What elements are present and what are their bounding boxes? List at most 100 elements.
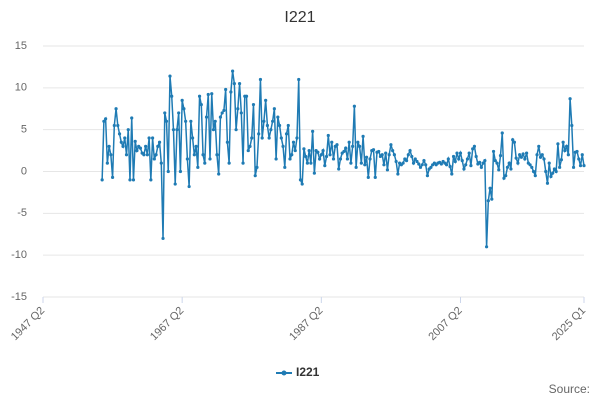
point xyxy=(538,155,543,159)
y-tick-label: 10 xyxy=(15,82,27,94)
point xyxy=(177,111,181,115)
point xyxy=(201,153,205,157)
point xyxy=(194,144,198,148)
point xyxy=(130,116,134,120)
point xyxy=(257,132,261,136)
point xyxy=(197,94,202,98)
point xyxy=(338,157,343,161)
point xyxy=(331,157,336,161)
point xyxy=(347,140,351,144)
point xyxy=(210,92,214,96)
point xyxy=(300,182,304,186)
point xyxy=(152,157,156,161)
point xyxy=(408,148,412,153)
point xyxy=(354,165,358,169)
point xyxy=(173,182,177,186)
point xyxy=(481,161,485,165)
point xyxy=(142,153,146,157)
point xyxy=(417,162,421,166)
point xyxy=(455,151,459,155)
point xyxy=(279,136,283,140)
point xyxy=(531,169,536,174)
point xyxy=(312,171,316,175)
point xyxy=(305,161,310,165)
point xyxy=(491,149,496,154)
point xyxy=(453,159,457,164)
point xyxy=(105,161,109,165)
point xyxy=(351,144,355,148)
point xyxy=(511,138,515,142)
point xyxy=(420,163,424,167)
point xyxy=(204,115,209,119)
point xyxy=(500,131,504,135)
point xyxy=(116,123,120,128)
point xyxy=(168,74,172,78)
point xyxy=(368,157,372,161)
source: Source: xyxy=(549,382,590,396)
x-tick-label: 2025 Q1 xyxy=(550,305,588,343)
point xyxy=(262,119,266,123)
point xyxy=(392,153,396,157)
point xyxy=(394,159,398,164)
point xyxy=(131,178,136,182)
point xyxy=(344,146,348,150)
point xyxy=(401,161,405,165)
point xyxy=(537,144,541,148)
point xyxy=(486,199,490,203)
point xyxy=(488,186,492,190)
point xyxy=(556,142,560,146)
point xyxy=(570,123,574,128)
point xyxy=(180,98,184,102)
point xyxy=(145,153,149,157)
point xyxy=(547,161,551,165)
point xyxy=(542,157,546,161)
point xyxy=(192,153,196,157)
point xyxy=(483,159,487,163)
point xyxy=(109,153,113,157)
point xyxy=(291,140,296,144)
point xyxy=(144,144,148,148)
point xyxy=(251,102,256,107)
point xyxy=(364,155,369,159)
point xyxy=(448,164,452,169)
point xyxy=(363,163,367,167)
point xyxy=(425,174,430,178)
point xyxy=(265,123,270,128)
point xyxy=(502,176,506,180)
point xyxy=(324,154,329,159)
point xyxy=(133,139,137,143)
point xyxy=(276,115,280,119)
point xyxy=(248,144,252,148)
point xyxy=(552,167,557,171)
point xyxy=(460,159,464,163)
point xyxy=(321,148,325,153)
point xyxy=(384,151,388,155)
point xyxy=(391,148,395,153)
point xyxy=(189,119,193,123)
point xyxy=(328,153,332,157)
point xyxy=(472,144,477,148)
point xyxy=(467,151,471,155)
point xyxy=(507,161,511,165)
point xyxy=(524,151,529,155)
point xyxy=(107,144,111,148)
point xyxy=(371,148,376,152)
point xyxy=(444,163,449,167)
point xyxy=(213,119,217,123)
point xyxy=(272,107,276,111)
point xyxy=(330,140,334,144)
point xyxy=(149,178,153,182)
point xyxy=(498,154,503,158)
point xyxy=(565,144,569,148)
point xyxy=(323,164,327,168)
point xyxy=(361,134,365,138)
point xyxy=(464,163,468,167)
point xyxy=(274,157,278,161)
point xyxy=(295,136,299,140)
point xyxy=(126,128,130,132)
point xyxy=(293,148,297,153)
point xyxy=(211,128,216,132)
x-tick-label: 1987 Q2 xyxy=(287,305,325,343)
point xyxy=(239,111,243,115)
point xyxy=(577,157,581,161)
